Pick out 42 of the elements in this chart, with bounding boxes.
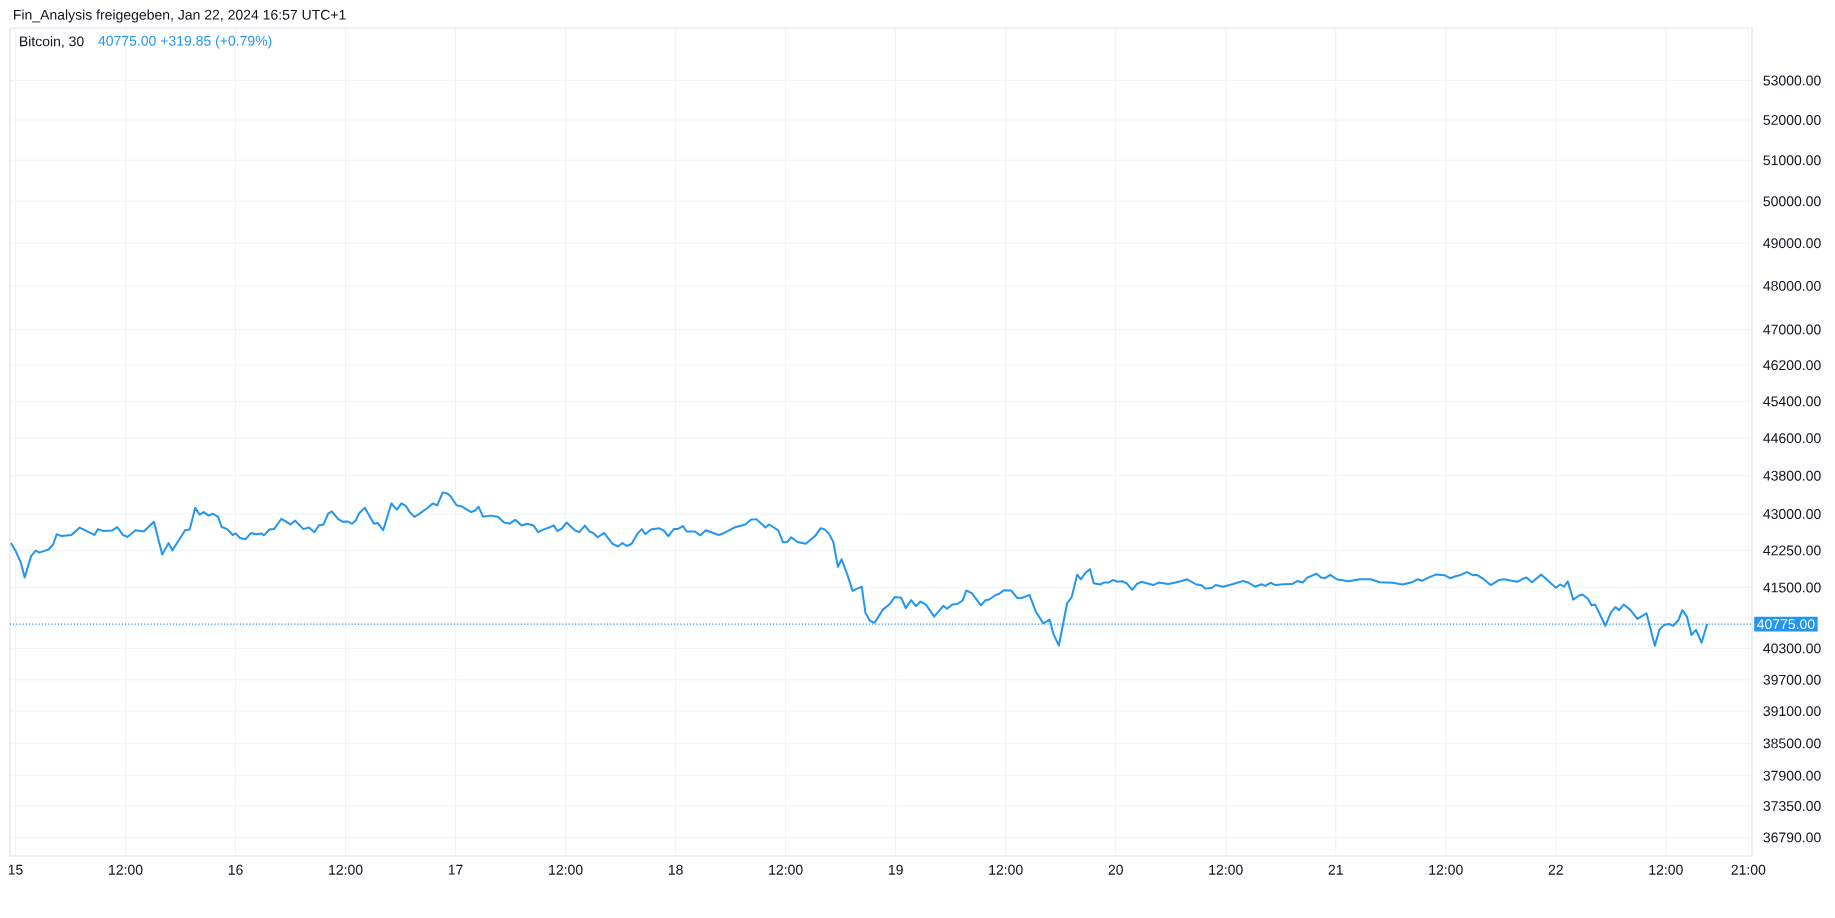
- y-tick-label: 48000.00: [1763, 280, 1821, 291]
- x-tick-label: 12:00: [1429, 864, 1463, 875]
- y-tick-label: 39700.00: [1763, 674, 1821, 685]
- y-tick-label: 38500.00: [1763, 738, 1821, 749]
- y-tick-label: 52000.00: [1763, 115, 1821, 125]
- x-tick-label: 12:00: [989, 864, 1023, 875]
- x-tick-label: 22: [1548, 864, 1563, 875]
- y-tick-label: 37900.00: [1763, 770, 1821, 781]
- text: Fin_Analysis freigegeben, Jan 22, 2024 16:57 UTC+1: [14, 9, 346, 23]
- y-tick-label: 37350.00: [1763, 801, 1821, 812]
- ref-line-label: 40775.00: [1757, 619, 1815, 630]
- x-tick-label: 12:00: [329, 864, 363, 875]
- y-tick-label: 50000.00: [1763, 196, 1821, 207]
- y-tick-label: 36790.00: [1763, 832, 1821, 843]
- y-tick-label: 45400.00: [1763, 396, 1821, 407]
- y-tick-label: 41500.00: [1763, 582, 1821, 593]
- y-tick-label: 40300.00: [1763, 643, 1821, 654]
- y-tick-label: 51000.00: [1763, 155, 1821, 166]
- y-tick-label: 46200.00: [1763, 360, 1821, 371]
- y-tick-label: 43800.00: [1763, 470, 1821, 481]
- y-tick-label: 42250.00: [1763, 545, 1821, 556]
- text: Bitcoin, 30: [20, 36, 84, 48]
- x-tick-label: 18: [668, 864, 683, 875]
- x-tick-label: 12:00: [109, 864, 143, 875]
- y-tick-label: 49000.00: [1763, 238, 1821, 249]
- x-tick-label: 20: [1108, 864, 1123, 875]
- text: 40775.00 +319.85 (+0.79%): [98, 35, 272, 49]
- y-tick-label: 39100.00: [1763, 706, 1821, 717]
- x-tick-label: 12:00: [549, 864, 583, 875]
- x-tick-label: 16: [228, 864, 243, 875]
- x-tick-label: 21: [1328, 864, 1343, 875]
- x-tick-label: 15: [8, 864, 23, 875]
- x-tick-label: 17: [448, 864, 463, 875]
- x-tick-label: 21:00: [1731, 864, 1766, 875]
- y-tick-label: 53000.00: [1763, 75, 1821, 86]
- x-tick-label: 12:00: [1209, 864, 1243, 875]
- x-tick-label: 12:00: [769, 864, 803, 875]
- y-tick-label: 43000.00: [1763, 508, 1821, 519]
- y-tick-label: 44600.00: [1763, 433, 1821, 444]
- y-tick-label: 47000.00: [1763, 324, 1821, 335]
- x-tick-label: 19: [888, 864, 903, 875]
- x-tick-label: 12:00: [1649, 864, 1683, 875]
